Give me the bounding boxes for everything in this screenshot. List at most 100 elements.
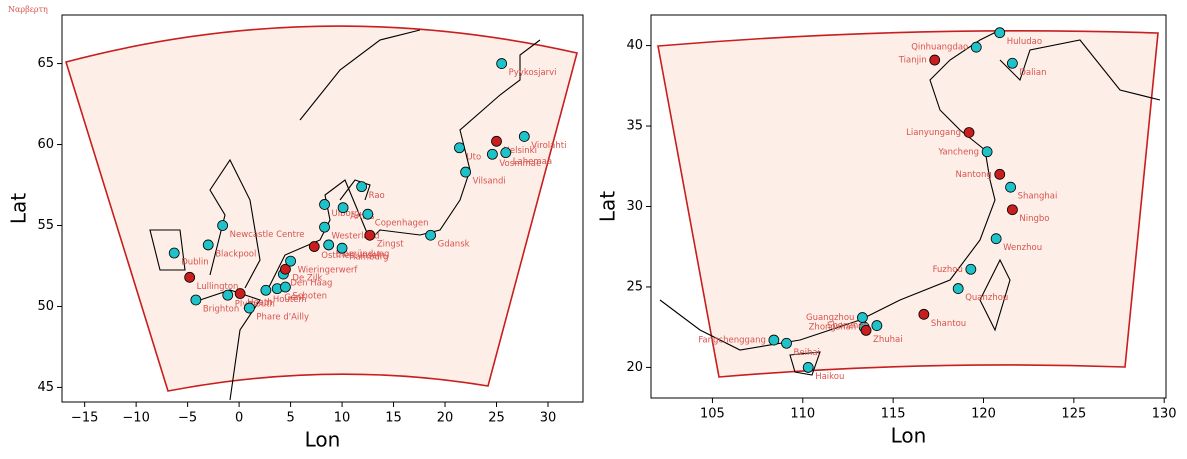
station <box>280 281 291 293</box>
x-tick-label: −5 <box>178 411 197 426</box>
x-tick-label: 105 <box>700 407 725 422</box>
station <box>222 289 234 301</box>
station <box>190 294 202 306</box>
station-label: Arhus <box>350 212 375 222</box>
station-label: Dalian <box>1019 68 1046 78</box>
station-label: Nantong <box>955 170 991 180</box>
station-label: Zingst <box>377 240 404 250</box>
y-tick-label: 25 <box>626 279 643 294</box>
y-tick-label: 35 <box>626 119 643 134</box>
station-label: Ulborg <box>332 209 360 219</box>
station-label: Westerland <box>332 232 380 242</box>
x-axis-label: Lon <box>305 428 341 452</box>
station <box>970 41 982 53</box>
station <box>460 166 472 178</box>
station <box>1007 57 1018 69</box>
y-tick-label: 60 <box>37 137 54 152</box>
station <box>336 242 348 254</box>
station <box>362 208 374 220</box>
x-tick-label: 10 <box>334 411 351 426</box>
station <box>981 146 993 158</box>
station-label: Wieringerwerf <box>298 266 359 276</box>
station <box>768 334 780 346</box>
y-tick-label: 65 <box>37 56 54 71</box>
station-label: Fuzhou <box>933 265 963 275</box>
station-label: Lianyungang <box>906 128 961 138</box>
station-label: Newcastle Centre <box>230 230 305 240</box>
station-label: Schoten <box>292 292 327 302</box>
x-tick-label: −15 <box>71 411 98 426</box>
x-tick-label: 115 <box>881 407 906 422</box>
station <box>425 229 437 241</box>
y-tick-label: 45 <box>37 380 54 395</box>
station-label: Haikou <box>815 372 844 382</box>
station <box>356 181 368 193</box>
y-axis-label: Lat <box>7 193 31 224</box>
station-label: Shanghai <box>1018 192 1058 202</box>
domain <box>657 29 1159 378</box>
coastline <box>149 29 1161 401</box>
x-tick-label: 5 <box>286 411 294 426</box>
station-label: Phare d'Ailly <box>256 313 309 323</box>
station <box>871 320 883 331</box>
station <box>184 271 196 283</box>
station <box>319 199 330 210</box>
station <box>500 147 512 159</box>
x-tick-label: 30 <box>540 411 557 426</box>
station-label: Heath <box>247 298 273 308</box>
station-label: Beihai <box>794 348 820 358</box>
station <box>260 284 272 296</box>
station <box>202 239 214 251</box>
station <box>781 337 792 349</box>
station-label: Plymouth <box>235 300 275 310</box>
x-axis-label: Lon <box>891 424 927 448</box>
station-label: Vilsandi <box>473 177 506 187</box>
station <box>285 255 296 267</box>
station-label: Lahemaa <box>513 157 552 167</box>
station <box>234 288 246 299</box>
station <box>860 325 872 336</box>
station-label: Ningbo <box>1019 214 1049 224</box>
station <box>1005 181 1016 193</box>
station-label: Lullington <box>197 282 239 292</box>
station <box>990 233 1002 245</box>
station <box>918 308 930 320</box>
station-label: Gdansk <box>438 240 470 250</box>
station-label: Fangchenggang <box>698 336 766 346</box>
station-label: Zhuhai <box>873 335 903 345</box>
station-label: Gent <box>284 293 305 303</box>
y-tick-label: 50 <box>37 299 54 314</box>
station <box>319 221 330 233</box>
station <box>1007 204 1018 216</box>
station-label: Helsinki <box>504 146 537 156</box>
station-label: Houtem <box>273 295 307 305</box>
station <box>965 263 977 275</box>
station <box>486 148 498 160</box>
x-tick-label: 110 <box>790 407 815 422</box>
station-label: Brighton <box>203 304 239 314</box>
station-label: Elbmündung <box>336 249 390 259</box>
y-tick-label: 55 <box>37 218 54 233</box>
station <box>337 202 349 214</box>
y-tick-label: 20 <box>626 360 643 375</box>
station <box>168 247 180 259</box>
station-label: Den Haag <box>290 279 332 289</box>
station-label: Uto <box>466 152 481 162</box>
station <box>952 283 964 294</box>
station-label: De Zilk <box>292 274 322 284</box>
station-label: Shantou <box>931 319 966 329</box>
x-tick-label: 120 <box>971 407 996 422</box>
station <box>496 58 508 69</box>
station <box>454 142 465 154</box>
station <box>364 229 376 241</box>
x-tick-label: 130 <box>1152 407 1177 422</box>
station <box>217 220 229 231</box>
station-label: Pyykosjarvi <box>509 68 557 78</box>
station <box>518 131 530 142</box>
station <box>280 263 291 275</box>
station <box>323 239 335 251</box>
station-label: Guangzhou <box>806 313 854 323</box>
y-axis-label: Lat <box>596 191 620 222</box>
station-label: Virolahti <box>531 141 566 151</box>
station <box>308 241 320 252</box>
